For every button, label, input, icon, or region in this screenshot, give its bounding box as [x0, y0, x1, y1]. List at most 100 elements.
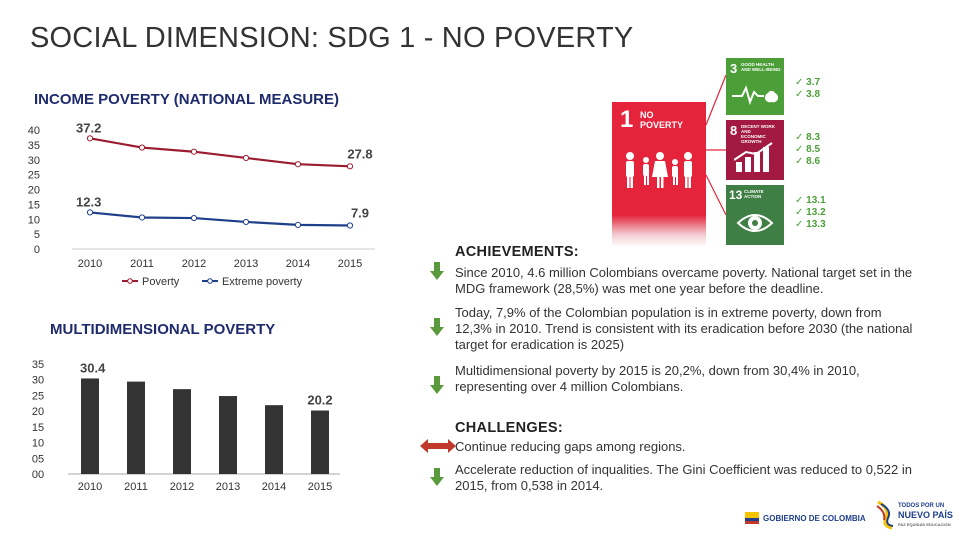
achievement-item: Since 2010, 4.6 million Colombians overc…: [455, 265, 913, 296]
data-point: [242, 218, 250, 226]
climate-eye-icon: [736, 214, 774, 232]
x-tick-label: 2012: [170, 481, 194, 493]
x-tick-label: 2014: [286, 258, 310, 270]
page-title: SOCIAL DIMENSION: SDG 1 - NO POVERTY: [30, 22, 634, 54]
data-label-first: 12.3: [76, 194, 101, 209]
sdg-goal-13-tile: 13 CLIMATE ACTION: [726, 185, 784, 245]
colombia-flag-icon: [745, 512, 759, 524]
legend-label: Extreme poverty: [222, 276, 303, 288]
legend-marker: [207, 278, 213, 284]
target-label: 13.3: [806, 219, 826, 230]
goal-label: CLIMATE ACTION: [744, 189, 764, 199]
y-tick-label: 30: [32, 375, 44, 387]
down-arrow-icon: [430, 318, 444, 336]
bar-2013: [219, 396, 237, 474]
x-tick-label: 2015: [308, 481, 332, 493]
challenge-item: Continue reducing gaps among regions.: [455, 439, 686, 454]
goal-8-targets: ✓ 8.3 ✓ 8.5 ✓ 8.6: [795, 132, 820, 168]
data-point: [190, 148, 198, 155]
y-tick-label: 40: [28, 125, 40, 137]
down-arrow-icon: [430, 376, 444, 394]
check-icon: ✓: [795, 207, 804, 218]
y-tick-label: 15: [28, 199, 40, 211]
x-tick-label: 2011: [124, 481, 148, 493]
x-tick-label: 2013: [216, 481, 240, 493]
left-right-arrow-icon: [420, 439, 456, 453]
data-point: [242, 154, 250, 162]
heartbeat-icon: [732, 85, 778, 106]
gobierno-logo-text: GOBIERNO DE COLOMBIA: [763, 513, 866, 523]
y-tick-label: 10: [28, 214, 40, 226]
check-icon: ✓: [795, 77, 804, 88]
y-tick-label: 25: [32, 390, 44, 402]
x-tick-label: 2013: [234, 258, 258, 270]
challenges-heading: CHALLENGES:: [455, 420, 564, 436]
x-tick-label: 2011: [130, 258, 154, 270]
legend-item: Extreme poverty: [202, 276, 303, 288]
nuevo-pais-flag-icon: [876, 500, 894, 530]
data-point: [190, 214, 198, 222]
gobierno-logo: GOBIERNO DE COLOMBIA: [745, 512, 866, 524]
data-label-first: 37.2: [76, 120, 101, 135]
goal-number: 1: [620, 106, 634, 133]
sdg-goal-3-tile: 3 GOOD HEALTH AND WELL-BEING: [726, 58, 784, 115]
bar-2015: [311, 410, 329, 474]
data-label-first: 30.4: [80, 360, 106, 375]
family-icon: [626, 152, 692, 188]
income-poverty-title: INCOME POVERTY (NATIONAL MEASURE): [34, 91, 340, 108]
y-tick-label: 20: [32, 406, 44, 418]
bar-2010: [81, 378, 99, 474]
goal-13-targets: ✓ 13.1 ✓ 13.2 ✓ 13.3: [795, 195, 826, 231]
data-point: [86, 209, 94, 216]
down-arrow-icon: [430, 468, 444, 486]
x-tick-label: 2010: [78, 258, 102, 270]
data-point: [86, 135, 94, 142]
goal-label: DECENT WORK AND ECONOMIC GROWTH: [741, 124, 775, 144]
x-tick-label: 2015: [338, 258, 362, 270]
logo-line-3: PAZ EQUIDAD EDUCACIÓN: [898, 521, 951, 527]
data-point: [294, 161, 302, 168]
y-tick-label: 15: [32, 422, 44, 434]
goal-3-targets: ✓ 3.7 ✓ 3.8: [795, 77, 820, 101]
data-point: [346, 163, 354, 170]
goal-number: 3: [730, 61, 738, 76]
bar-2012: [173, 389, 191, 474]
target-label: 13.1: [806, 195, 826, 206]
data-point: [346, 222, 354, 229]
check-icon: ✓: [795, 219, 804, 230]
x-tick-label: 2010: [78, 481, 102, 493]
achievement-item: Multidimensional poverty by 2015 is 20,2…: [455, 363, 860, 394]
check-icon: ✓: [795, 195, 804, 206]
data-label-last: 20.2: [307, 393, 332, 408]
achievement-item: Today, 7,9% of the Colombian population …: [455, 305, 913, 352]
sdg-goal-1-reflection: [612, 215, 706, 247]
achievements-heading: ACHIEVEMENTS:: [455, 244, 579, 260]
check-icon: ✓: [795, 144, 804, 155]
bar-2014: [265, 405, 283, 474]
bar-2011: [127, 381, 145, 474]
data-point: [138, 214, 146, 221]
x-tick-label: 2012: [182, 258, 206, 270]
data-point: [138, 144, 146, 151]
y-tick-label: 25: [28, 170, 40, 182]
y-tick-label: 00: [32, 469, 44, 481]
goal-number: 8: [730, 123, 738, 138]
legend-label: Poverty: [142, 276, 180, 288]
sdg-connector-lines: [705, 74, 727, 216]
legend-item: Poverty: [122, 276, 180, 288]
check-icon: ✓: [795, 156, 804, 167]
goal-label: GOOD HEALTH AND WELL-BEING: [741, 62, 781, 72]
check-icon: ✓: [795, 132, 804, 143]
multidimensional-poverty-title: MULTIDIMENSIONAL POVERTY: [50, 321, 276, 338]
y-tick-label: 05: [32, 453, 44, 465]
goal-label: NO POVERTY: [640, 110, 684, 130]
target-label: 3.8: [806, 89, 821, 100]
y-tick-label: 35: [32, 359, 44, 371]
check-icon: ✓: [795, 89, 804, 100]
sdg-goal-8-tile: 8 DECENT WORK AND ECONOMIC GROWTH: [726, 120, 784, 180]
todos-por-un-nuevo-pais-logo: TODOS POR UN NUEVO PAÍS PAZ EQUIDAD EDUC…: [876, 500, 953, 530]
data-point: [294, 221, 302, 229]
y-tick-label: 10: [32, 438, 44, 450]
